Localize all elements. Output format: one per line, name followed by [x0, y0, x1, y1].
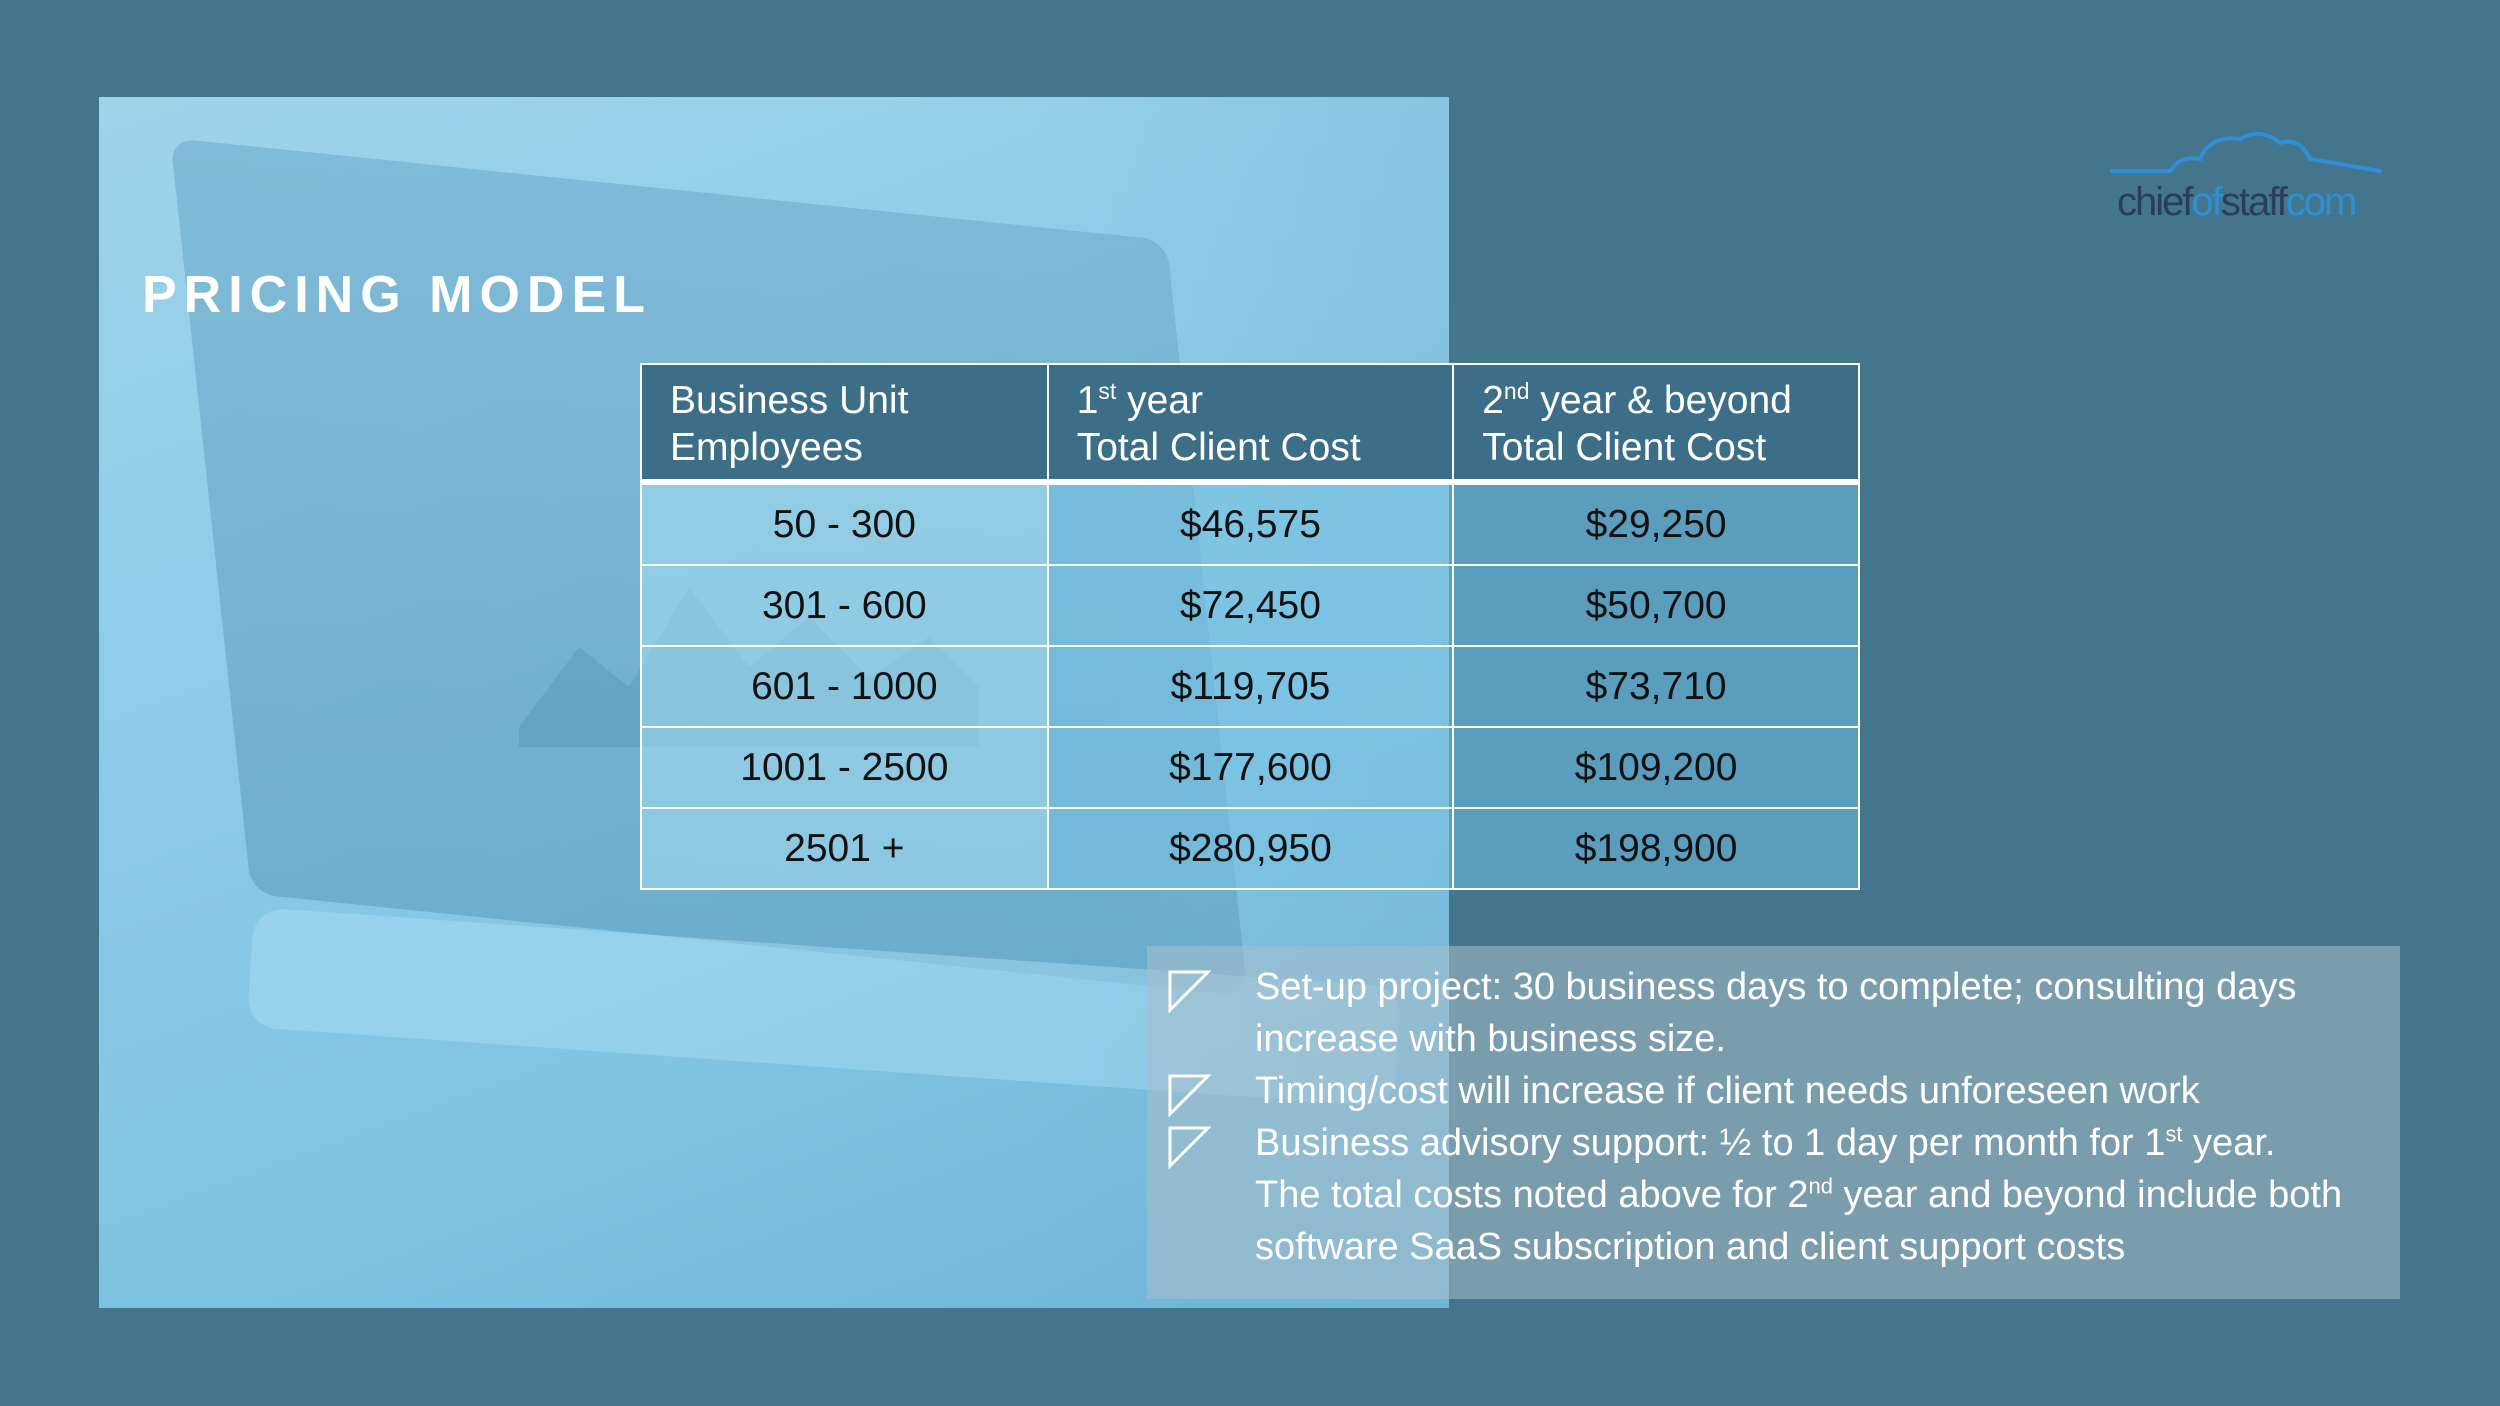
note-text: increase with business size.: [1255, 1018, 1726, 1060]
logo-text: chiefofstaffcom: [2117, 180, 2357, 224]
header-first-year: 1st year Total Client Cost: [1046, 363, 1455, 485]
table-row: 301 - 600 $72,450 $50,700: [640, 564, 1860, 647]
triangle-bullet-icon: [1168, 1074, 1211, 1117]
page-title: PRICING MODEL: [142, 266, 652, 324]
table-row: 2501 + $280,950 $198,900: [640, 807, 1860, 890]
second-year-cost-cell: $198,900: [1452, 807, 1860, 890]
first-year-cost-cell: $177,600: [1046, 726, 1455, 809]
note-text: Set-up project: 30 business days to comp…: [1255, 966, 2297, 1008]
employees-cell: 601 - 1000: [640, 645, 1049, 728]
note-item: Timing/cost will increase if client need…: [1167, 1065, 2360, 1117]
second-year-cost-cell: $50,700: [1452, 564, 1860, 647]
table-header-row: Business Unit Employees 1st year Total C…: [640, 363, 1860, 485]
triangle-bullet-icon: [1168, 970, 1211, 1013]
table-row: 601 - 1000 $119,705 $73,710: [640, 645, 1860, 728]
employees-cell: 301 - 600: [640, 564, 1049, 647]
note-text: The total costs noted above for 2nd year…: [1255, 1173, 2343, 1216]
note-text: Timing/cost will increase if client need…: [1255, 1070, 2200, 1112]
second-year-cost-cell: $29,250: [1452, 481, 1860, 566]
cloud-icon: [2110, 131, 2382, 173]
first-year-cost-cell: $72,450: [1046, 564, 1455, 647]
employees-cell: 2501 +: [640, 807, 1049, 890]
note-item: Set-up project: 30 business days to comp…: [1167, 961, 2360, 1065]
first-year-cost-cell: $46,575: [1046, 481, 1455, 566]
header-employees: Business Unit Employees: [640, 363, 1049, 485]
first-year-cost-cell: $119,705: [1046, 645, 1455, 728]
employees-cell: 1001 - 2500: [640, 726, 1049, 809]
table-row: 1001 - 2500 $177,600 $109,200: [640, 726, 1860, 809]
second-year-cost-cell: $73,710: [1452, 645, 1860, 728]
note-text: Business advisory support: ½ to 1 day pe…: [1255, 1121, 2276, 1164]
pricing-table: Business Unit Employees 1st year Total C…: [640, 363, 1860, 890]
note-text: software SaaS subscription and client su…: [1255, 1226, 2126, 1268]
triangle-bullet-icon: [1168, 1126, 1211, 1169]
header-second-year: 2nd year & beyond Total Client Cost: [1452, 363, 1860, 485]
second-year-cost-cell: $109,200: [1452, 726, 1860, 809]
first-year-cost-cell: $280,950: [1046, 807, 1455, 890]
employees-cell: 50 - 300: [640, 481, 1049, 566]
note-item: Business advisory support: ½ to 1 day pe…: [1167, 1117, 2360, 1273]
table-row: 50 - 300 $46,575 $29,250: [640, 481, 1860, 566]
company-logo: chiefofstaffcom: [2110, 125, 2390, 235]
notes-panel: Set-up project: 30 business days to comp…: [1147, 946, 2400, 1299]
